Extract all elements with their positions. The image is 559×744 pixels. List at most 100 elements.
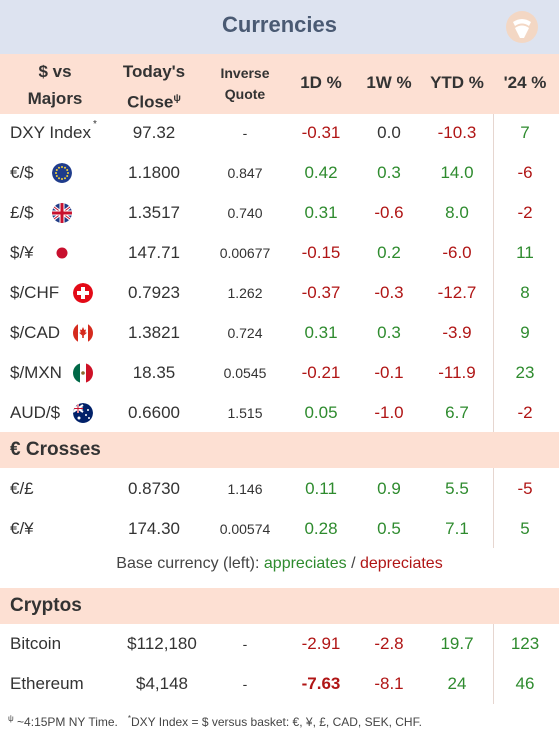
table-row: DXY Index * 97.32 - -0.31 0.0 -10.3 7 (0, 113, 559, 153)
table-row: €/$ 1.1800 0.847 0.42 0.3 14.0 -6 (0, 153, 559, 193)
change-1w: -0.6 (374, 203, 404, 222)
row-label: $/CAD (10, 323, 61, 342)
legend-depreciates: depreciates (359, 555, 443, 572)
close-value: 147.71 (128, 243, 180, 262)
australia-flag-icon (73, 403, 93, 423)
change-ytd: 19.7 (440, 634, 474, 653)
inverse-quote: - (242, 636, 248, 652)
change-1d: -0.21 (301, 363, 341, 382)
row-label: $/CHF (10, 283, 60, 302)
row-label: AUD/$ (10, 403, 61, 422)
swiss-flag-icon (73, 283, 93, 303)
footnote: ψ ~4:15PM NY Time. *DXY Index = $ versus… (8, 714, 422, 729)
header-inverse: Inverse Quote (220, 65, 270, 102)
close-value: 97.32 (132, 123, 176, 142)
change-ytd: 24 (447, 674, 467, 693)
brand-logo-icon (506, 11, 538, 43)
column-divider (493, 114, 494, 432)
inverse-quote: - (242, 125, 248, 141)
change-ytd: -11.9 (438, 363, 476, 382)
inverse-quote: 1.515 (227, 405, 263, 421)
inverse-quote: 0.00574 (219, 521, 271, 537)
close-value: 0.8730 (128, 479, 180, 498)
row-label: £/$ (10, 203, 34, 222)
close-value: 18.35 (132, 363, 176, 382)
eu-flag-icon (52, 163, 72, 183)
table-header: $ vs Majors Today's Closeψ Inverse Quote 1D… (0, 54, 559, 114)
change-2024: 46 (515, 674, 535, 693)
table-row: AUD/$ 0.6600 1.515 0.05 -1.0 6.7 -2 (0, 393, 559, 433)
inverse-quote: 0.740 (227, 205, 263, 221)
title-bar: Currencies (0, 0, 559, 54)
column-divider (493, 468, 494, 548)
change-1d: 0.31 (304, 203, 338, 222)
crosses-section-header: € Crosses (0, 432, 559, 468)
row-label: €/$ (10, 163, 34, 182)
close-value: 174.30 (128, 519, 180, 538)
color-legend: Base currency (left): appreciates / depr… (116, 555, 443, 572)
change-ytd: -12.7 (437, 283, 477, 302)
change-1d: 0.11 (305, 479, 337, 498)
change-2024: 23 (515, 363, 535, 382)
inverse-quote: 0.00677 (219, 245, 271, 261)
mexico-flag-icon (73, 363, 93, 383)
change-2024: -2 (517, 203, 533, 222)
change-2024: -2 (517, 403, 533, 422)
change-1w: -0.1 (374, 363, 404, 382)
change-1d: 0.42 (304, 163, 338, 182)
inverse-quote: 0.847 (227, 165, 263, 181)
row-label: $/MXN (10, 363, 62, 382)
cryptos-section-header: Cryptos (0, 588, 559, 624)
inverse-quote: - (242, 676, 248, 692)
change-ytd: -3.9 (442, 323, 472, 342)
change-1d: 0.05 (304, 403, 338, 422)
change-1d: 0.28 (304, 519, 338, 538)
footnote-mark: * (93, 119, 97, 130)
header-2024: '24 % (503, 73, 547, 92)
change-1d: -0.31 (301, 123, 341, 142)
change-2024: 8 (520, 283, 530, 302)
header-pair: $ vs Majors (27, 62, 83, 108)
change-1d: 0.31 (304, 323, 338, 342)
change-ytd: 5.5 (445, 479, 469, 498)
table-row: $/MXN 18.35 0.0545 -0.21 -0.1 -11.9 23 (0, 353, 559, 393)
row-label: Ethereum (10, 674, 84, 693)
inverse-quote: 1.262 (227, 285, 263, 301)
table-row: €/£ 0.8730 1.146 0.11 0.9 5.5 -5 (0, 469, 559, 509)
close-value: 1.3517 (128, 203, 180, 222)
table-row: $/CAD 1.3821 0.724 0.31 0.3 -3.9 9 (0, 313, 559, 353)
change-2024: -5 (517, 479, 533, 498)
legend-appreciates: appreciates (263, 555, 347, 572)
change-1w: 0.2 (377, 243, 401, 262)
inverse-quote: 0.0545 (223, 365, 267, 381)
change-1w: 0.5 (377, 519, 401, 538)
cryptos-title: Cryptos (10, 595, 82, 616)
change-2024: 9 (520, 323, 530, 342)
header-1w: 1W % (366, 73, 412, 92)
change-ytd: 8.0 (445, 203, 469, 222)
change-2024: -6 (517, 163, 533, 182)
change-1w: 0.3 (377, 323, 401, 342)
change-2024: 11 (516, 243, 534, 262)
close-value: 1.1800 (128, 163, 180, 182)
close-value: 0.6600 (128, 403, 180, 422)
change-1d: -0.37 (301, 283, 341, 302)
change-1w: 0.9 (377, 479, 401, 498)
row-label: Bitcoin (10, 634, 62, 653)
table-row: $/CHF 0.7923 1.262 -0.37 -0.3 -12.7 8 (0, 273, 559, 313)
row-label: €/¥ (10, 519, 34, 538)
row-label: DXY Index (10, 123, 91, 142)
close-value: $4,148 (136, 674, 188, 693)
change-2024: 5 (520, 519, 530, 538)
row-label: €/£ (10, 479, 34, 498)
change-ytd: -10.3 (437, 123, 477, 142)
table-row: Bitcoin $112,180 - -2.91 -2.8 19.7 123 (0, 624, 559, 664)
change-ytd: 14.0 (440, 163, 474, 182)
table-row: €/¥ 174.30 0.00574 0.28 0.5 7.1 5 (0, 509, 559, 549)
table-row: Ethereum $4,148 - -7.63 -8.1 24 46 (0, 664, 559, 704)
column-divider (493, 624, 494, 704)
change-2024: 7 (520, 123, 530, 142)
header-1d: 1D % (300, 73, 342, 92)
close-value: 0.7923 (128, 283, 180, 302)
change-2024: 123 (510, 634, 540, 653)
